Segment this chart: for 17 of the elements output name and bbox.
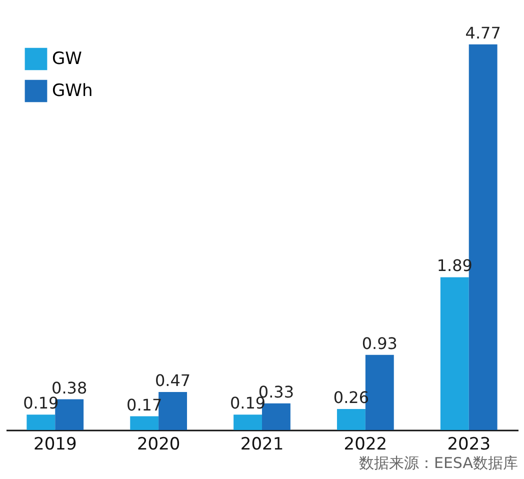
x-tick-label: 2021 [240,434,284,454]
data-label: 0.47 [154,371,191,390]
bar [440,277,469,430]
legend-label: GWh [52,81,93,101]
bar [234,414,262,430]
data-label: 0.93 [362,334,398,353]
x-tick-label: 2019 [34,434,77,454]
legend-label: GW [52,49,82,69]
data-label: 4.77 [465,23,501,42]
bar [336,408,366,430]
bar [26,414,56,430]
x-tick-label: 2020 [136,434,180,454]
x-tick-label: 2022 [344,434,388,454]
x-tick-label: 2023 [447,434,490,454]
source-note: 数据来源：EESA数据库 [358,454,518,472]
bar [130,416,159,430]
data-label: 0.38 [52,378,88,398]
